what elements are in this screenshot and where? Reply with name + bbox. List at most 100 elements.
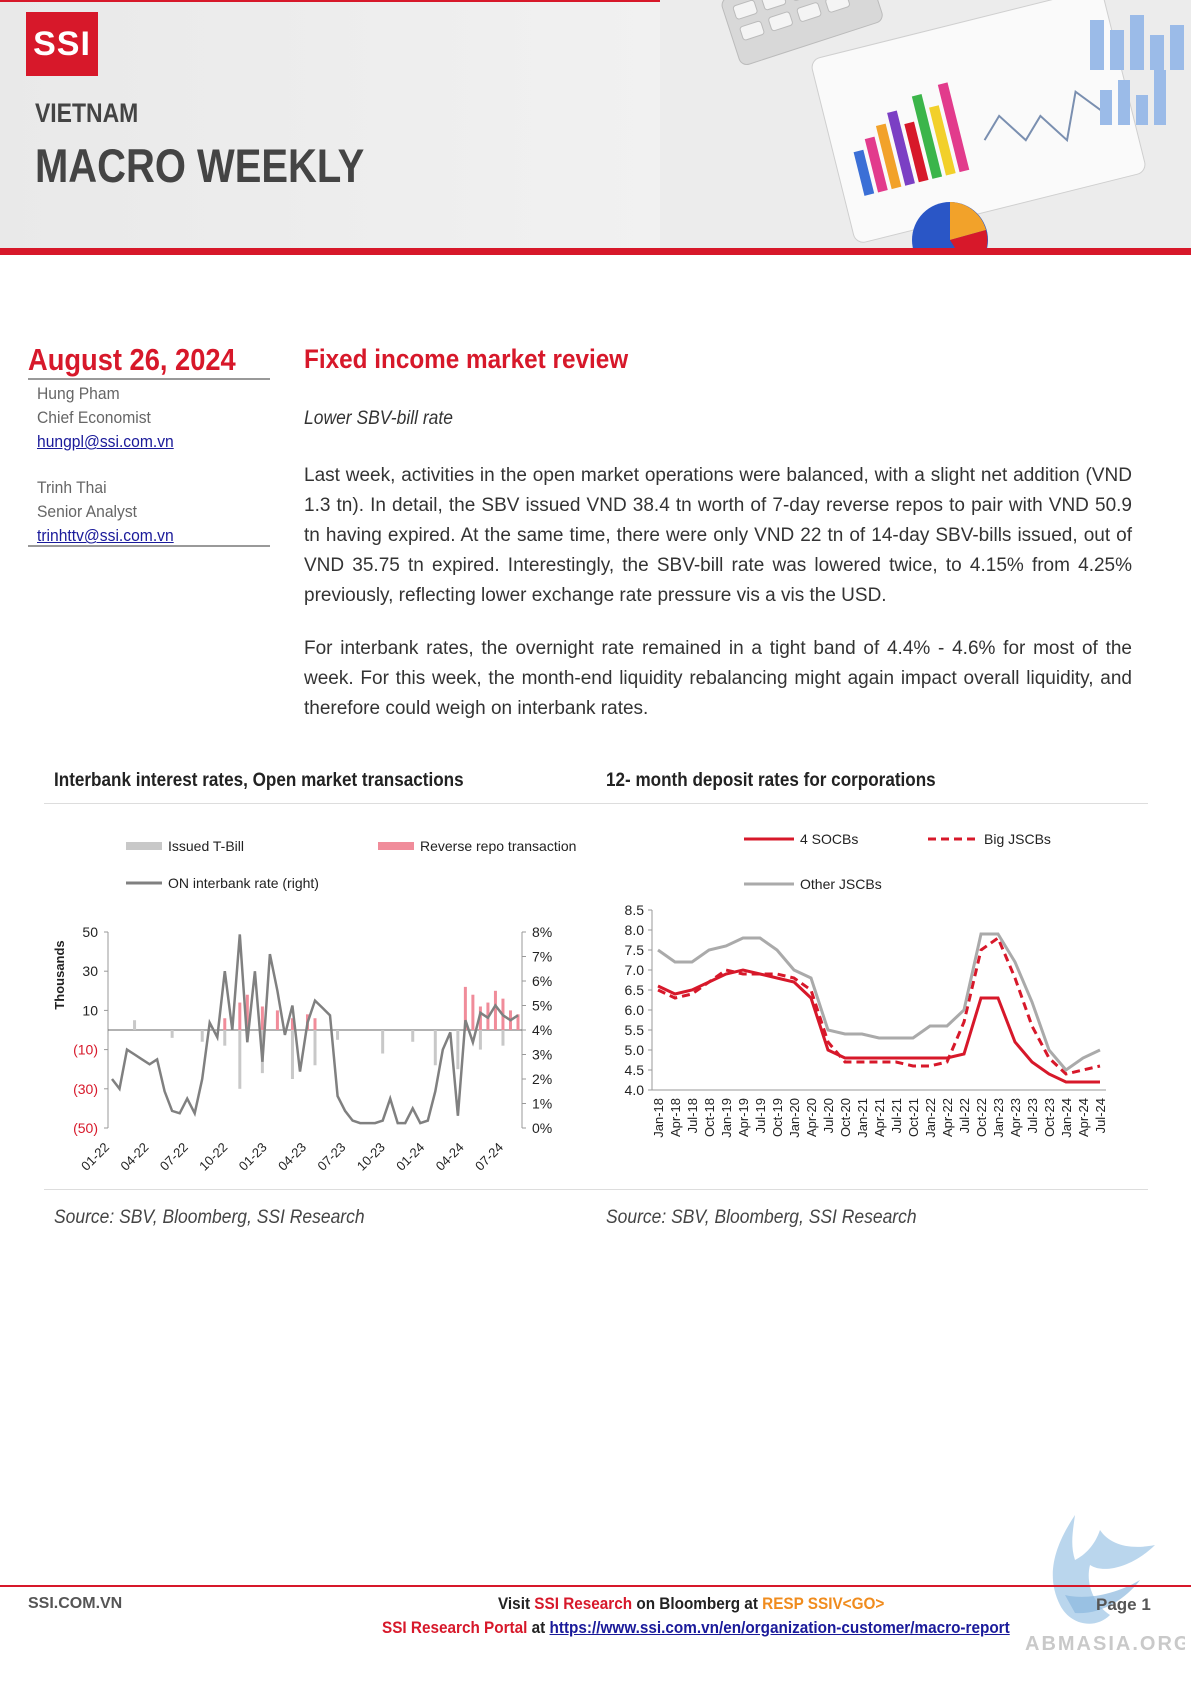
section-title: Fixed income market review — [304, 344, 629, 374]
x-tick-label: Oct-21 — [906, 1098, 921, 1137]
x-tick-label: Jul-23 — [1025, 1098, 1040, 1133]
y-tick-label: 8.0 — [625, 922, 645, 938]
chart-bottom-rule — [44, 1189, 1148, 1190]
repo-bar — [463, 986, 467, 1030]
x-tick-label: 04-23 — [275, 1140, 309, 1174]
repo-bar — [290, 1018, 294, 1030]
y2-tick-label: 3% — [532, 1047, 552, 1063]
legend-swatch-tbill — [126, 842, 162, 850]
author-name: Hung Pham — [37, 384, 120, 403]
x-tick-label: Jan-22 — [923, 1098, 938, 1138]
footer-text: on Bloomberg at — [632, 1594, 763, 1613]
footer-bloomberg-code: RESP SSIV<GO> — [762, 1594, 885, 1613]
repo-bar — [478, 1006, 482, 1030]
x-tick-label: 10-23 — [354, 1140, 388, 1174]
deposit-rates-chart: 4 SOCBs Big JSCBs Other JSCBs 8.5 8.0 7.5 7… — [625, 831, 1108, 1138]
report-title: MACRO WEEKLY — [35, 139, 365, 192]
on-rate-line — [111, 934, 519, 1125]
x-tick-label: Jul-19 — [753, 1098, 768, 1133]
abmasia-watermark: ABMASIA.ORG — [1025, 1515, 1185, 1655]
chart2-legend: 4 SOCBs Big JSCBs Other JSCBs — [744, 831, 1051, 892]
legend-label-tbill: Issued T-Bill — [168, 838, 244, 854]
repo-bar — [275, 1010, 279, 1030]
legend-swatch-repo — [378, 842, 414, 850]
footer-portal-note: SSI Research Portal at https://www.ssi.c… — [382, 1618, 1010, 1638]
footer-bloomberg-note: Visit SSI Research on Bloomberg at RESP … — [498, 1594, 884, 1614]
footer-portal-link[interactable]: https://www.ssi.com.vn/en/organization-c… — [549, 1618, 1010, 1637]
legend-label-socb: 4 SOCBs — [800, 831, 858, 847]
tbill-bar — [433, 1030, 437, 1066]
y-tick-label: 50 — [82, 924, 98, 940]
tbill-bar — [381, 1030, 385, 1054]
x-tick-label: Apr-22 — [940, 1098, 955, 1137]
tbill-bar — [336, 1030, 340, 1040]
x-tick-label: Apr-24 — [1076, 1098, 1091, 1137]
x-tick-label: Oct-20 — [838, 1098, 853, 1137]
y-tick-label: 5.0 — [625, 1042, 645, 1058]
x-tick-label: Jan-23 — [991, 1098, 1006, 1138]
y-tick-label: (10) — [73, 1042, 98, 1058]
x-tick-label: Jul-22 — [957, 1098, 972, 1133]
section-subtitle: Lower SBV-bill rate — [304, 408, 453, 429]
x-tick-label: Jul-24 — [1093, 1098, 1108, 1133]
author-email-link[interactable]: hungpl@ssi.com.vn — [37, 432, 174, 451]
y-tick-label: 30 — [82, 963, 98, 979]
repo-bar — [238, 1002, 242, 1030]
report-date: August 26, 2024 — [28, 342, 236, 377]
x-tick-label: Jan-24 — [1059, 1098, 1074, 1138]
x-tick-label: Apr-23 — [1008, 1098, 1023, 1137]
x-tick-label: Jan-19 — [719, 1098, 734, 1138]
author-role: Senior Analyst — [37, 502, 137, 521]
tbill-bar — [456, 1030, 460, 1070]
tbill-bar — [501, 1030, 505, 1046]
x-tick-label: Jan-21 — [855, 1098, 870, 1138]
repo-bar — [313, 1018, 317, 1030]
x-tick-label: Apr-19 — [736, 1098, 751, 1137]
x-tick-label: Apr-21 — [872, 1098, 887, 1137]
y-tick-label: 4.5 — [625, 1062, 645, 1078]
author-email-link[interactable]: trinhttv@ssi.com.vn — [37, 526, 174, 545]
y-tick-label: 6.5 — [625, 982, 645, 998]
chart-title-deposit: 12- month deposit rates for corporations — [606, 770, 936, 791]
repo-bar — [516, 1014, 520, 1030]
author-name: Trinh Thai — [37, 478, 107, 497]
x-tick-label: 07-23 — [314, 1140, 348, 1174]
x-tick-label: Oct-23 — [1042, 1098, 1057, 1137]
x-tick-label: Apr-20 — [804, 1098, 819, 1137]
tbill-bar — [411, 1030, 415, 1042]
legend-label-big-jscb: Big JSCBs — [984, 831, 1051, 847]
chart-top-rule — [44, 803, 1148, 804]
x-tick-label: 10-22 — [196, 1140, 230, 1174]
report-country: VIETNAM — [35, 98, 139, 128]
y-tick-label: 7.5 — [625, 942, 645, 958]
x-tick-label: 01-22 — [78, 1140, 112, 1174]
body-paragraph: Last week, activities in the open market… — [304, 465, 1132, 606]
footer-ssi-research: SSI Research — [534, 1594, 633, 1613]
tbill-bar — [223, 1030, 227, 1046]
footer-text: at — [527, 1618, 550, 1637]
tbill-bar — [170, 1030, 174, 1038]
repo-bar — [471, 994, 475, 1030]
footer-portal-label: SSI Research Portal — [382, 1618, 528, 1637]
tbill-bar — [313, 1030, 317, 1066]
header-red-bar — [0, 248, 1191, 255]
header-top-line — [0, 0, 1191, 2]
x-tick-label: Oct-22 — [974, 1098, 989, 1137]
y2-tick-label: 8% — [532, 924, 552, 940]
series-line-2 — [657, 932, 1101, 1073]
y-tick-label: 8.5 — [625, 902, 645, 918]
tbill-bar — [200, 1030, 204, 1042]
y2-tick-label: 6% — [532, 973, 552, 989]
chart-source-deposit: Source: SBV, Bloomberg, SSI Research — [606, 1207, 917, 1228]
repo-bar — [223, 1018, 227, 1030]
y2-tick-label: 5% — [532, 998, 552, 1014]
x-tick-label: 07-22 — [157, 1140, 191, 1174]
y-tick-label: 6.0 — [625, 1002, 645, 1018]
x-tick-label: 07-24 — [472, 1140, 506, 1174]
x-tick-label: 01-23 — [236, 1140, 270, 1174]
footer-site: SSI.COM.VN — [28, 1595, 123, 1612]
x-tick-label: Jul-20 — [821, 1098, 836, 1133]
y2-tick-label: 2% — [532, 1071, 552, 1087]
ssi-logo: SSI — [26, 12, 98, 76]
authors-rule — [28, 545, 270, 547]
